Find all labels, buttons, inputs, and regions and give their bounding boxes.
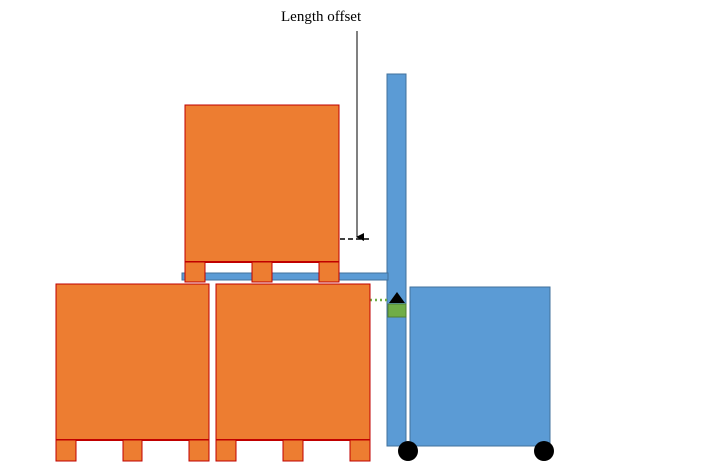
bottom-right-box [215,283,371,441]
top-box [184,104,340,263]
forklift-wheel-rear [398,441,418,461]
bottom-left-pallet-block-left [55,439,77,462]
bottom-right-pallet-block-left [215,439,237,462]
bottom-left-pallet-block-right [188,439,210,462]
forklift-body [409,286,551,447]
length-offset-label: Length offset [281,9,362,25]
sensor-box [387,303,407,318]
bottom-right-pallet-block-right [349,439,371,462]
bottom-left-box [55,283,210,441]
bottom-right-pallet-load [215,283,371,462]
forklift-forks [181,272,389,281]
bottom-left-pallet-block-center [122,439,143,462]
top-pallet-block-left [184,261,206,283]
top-pallet-load [184,104,340,283]
forklift-wheel-front [534,441,554,461]
bottom-right-pallet-block-center [282,439,304,462]
top-pallet-block-center [251,261,273,283]
top-pallet-block-right [318,261,340,283]
forklift-mast [386,73,407,447]
bottom-left-pallet-load [55,283,210,462]
sensor-triangle-icon [389,292,405,303]
